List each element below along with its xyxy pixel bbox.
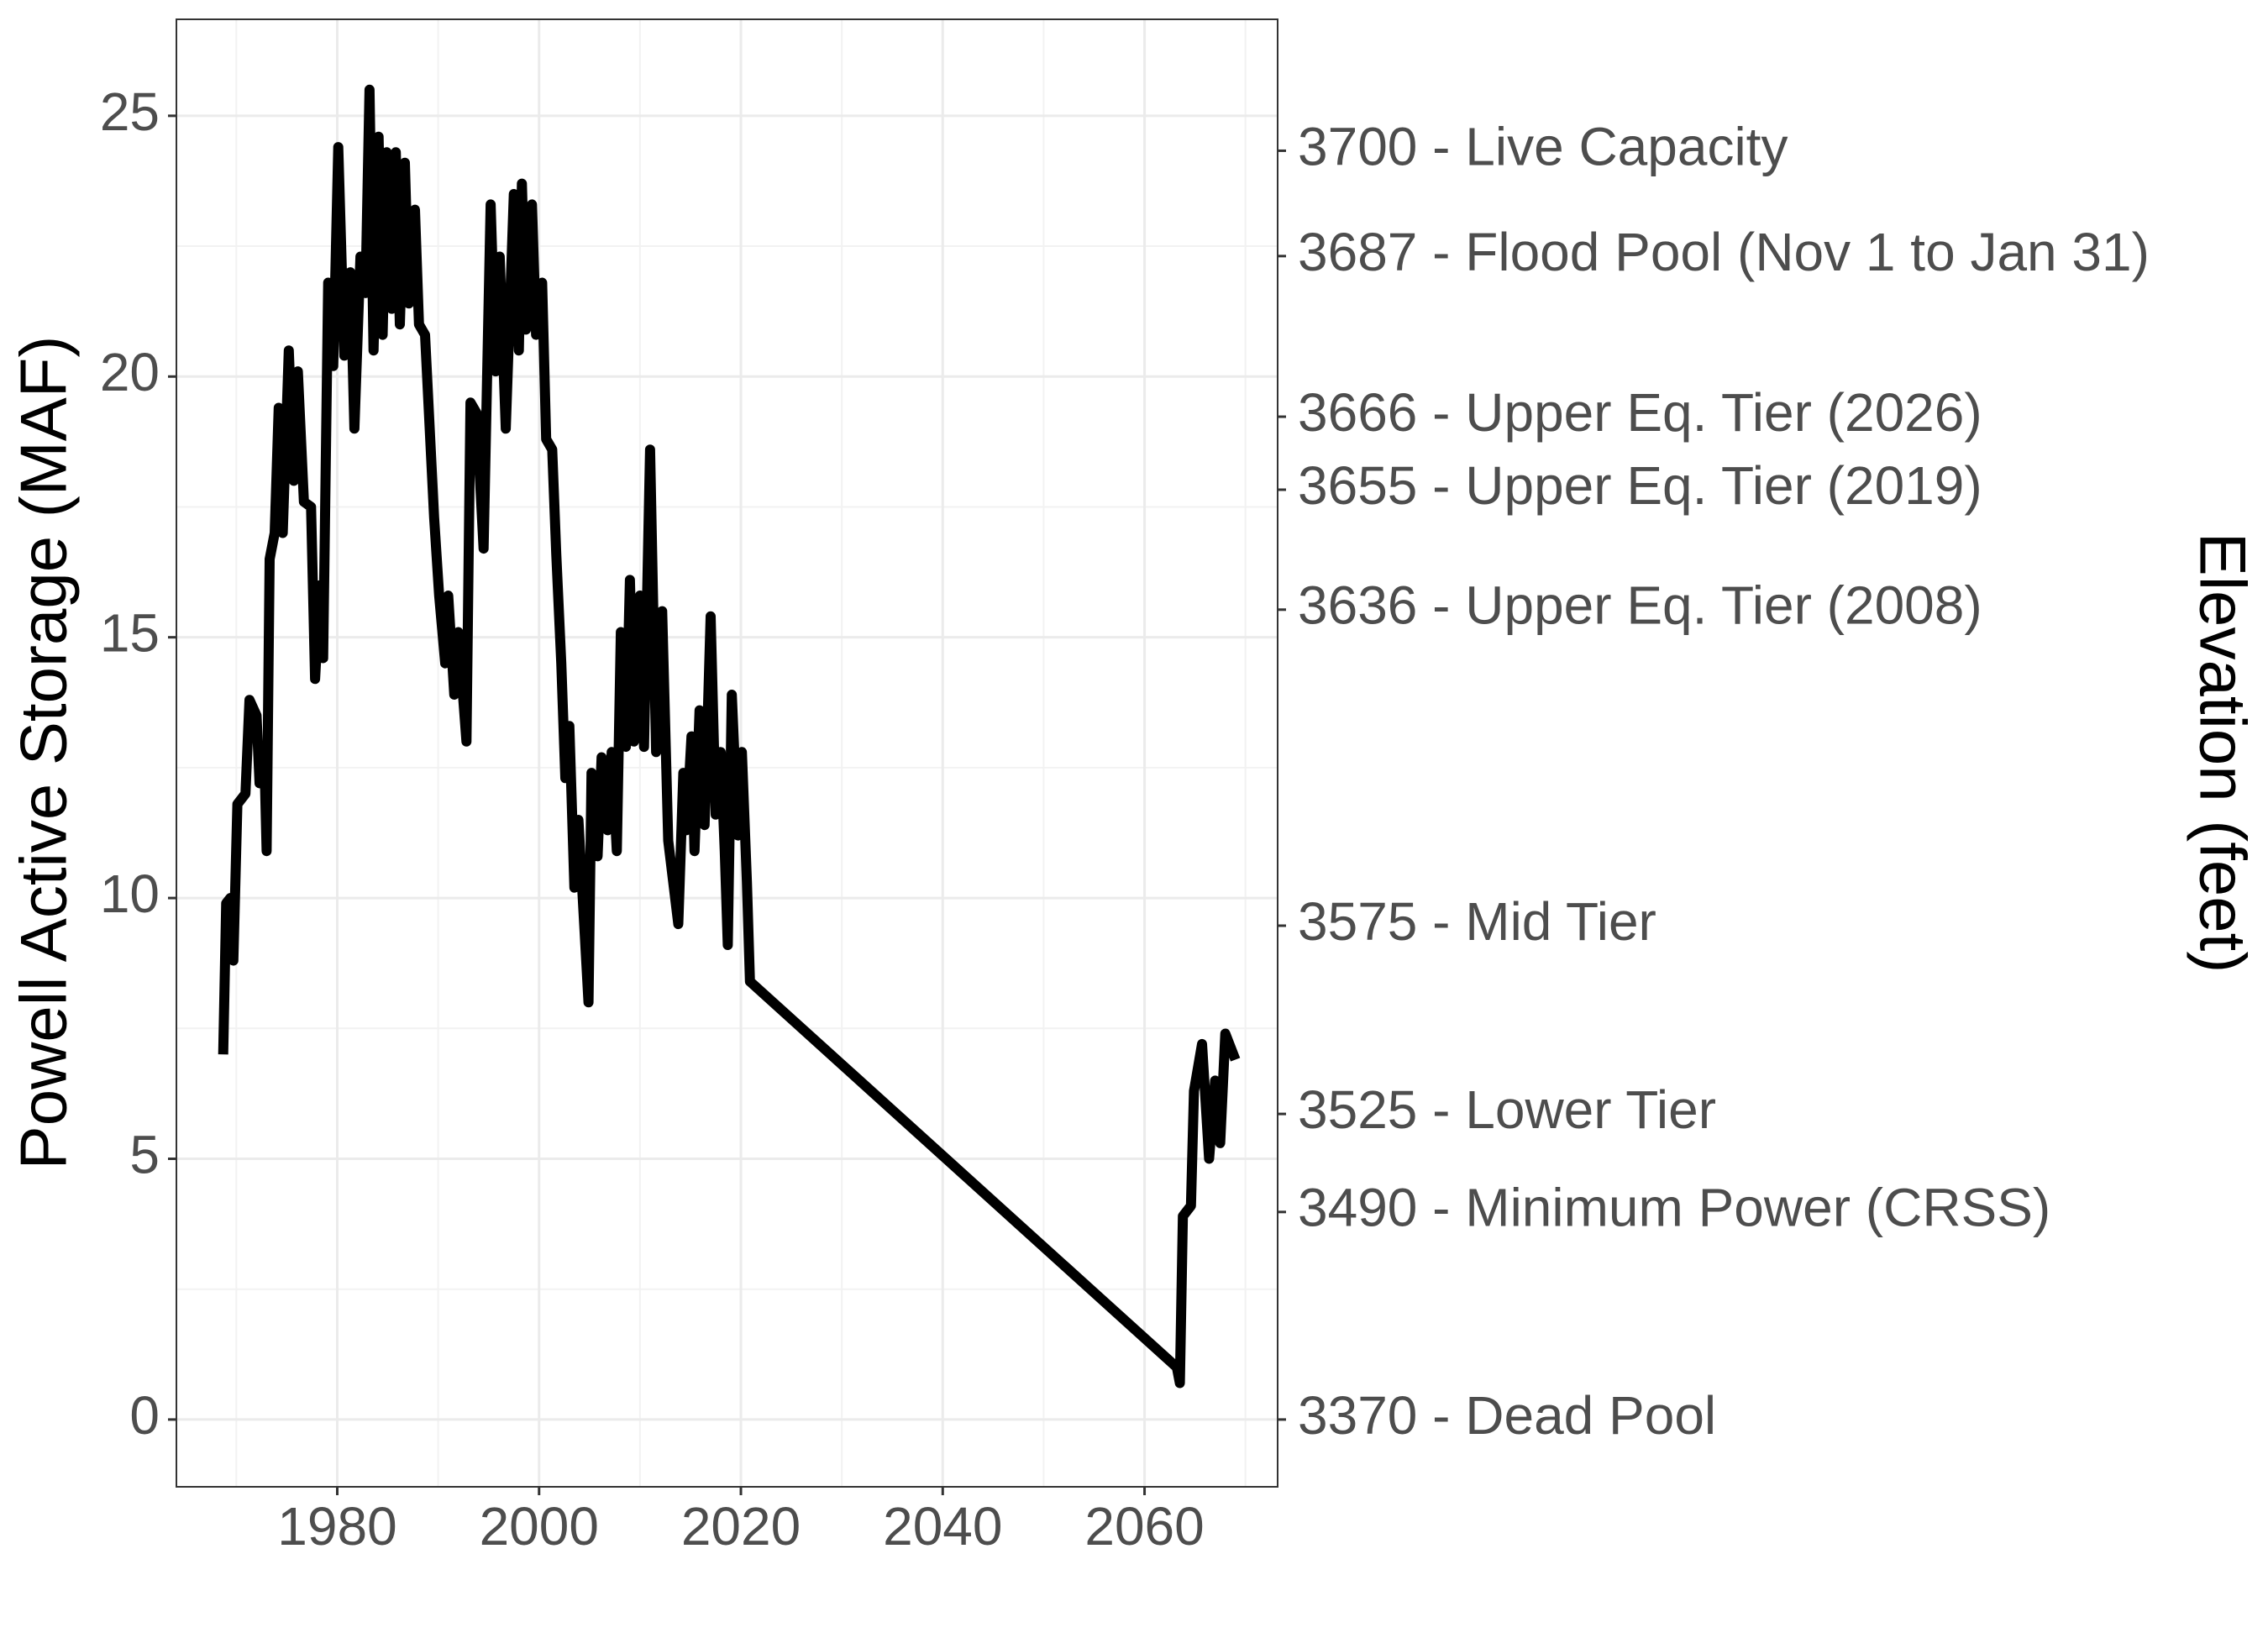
y-tick-label: 25 bbox=[100, 81, 160, 142]
y2-tick-label: 3490 - Minimum Power (CRSS) bbox=[1298, 1178, 2050, 1238]
y2-tick-label: 3636 - Upper Eq. Tier (2008) bbox=[1298, 575, 1982, 636]
data-line bbox=[218, 84, 1241, 1389]
y-axis-title: Powell Active Storage (MAF) bbox=[7, 336, 81, 1170]
y2-tick-label: 3575 - Mid Tier bbox=[1298, 891, 1656, 952]
y2-axis-title: Elevation (feet) bbox=[2186, 533, 2260, 974]
y2-tick-label: 3687 - Flood Pool (Nov 1 to Jan 31) bbox=[1298, 222, 2150, 282]
y-tick-label: 0 bbox=[129, 1385, 160, 1446]
x-tick-label: 2000 bbox=[480, 1496, 599, 1557]
y-tick-label: 20 bbox=[100, 342, 160, 402]
x-tick-label: 2060 bbox=[1084, 1496, 1204, 1557]
x-tick-label: 2020 bbox=[681, 1496, 801, 1557]
x-tick-label: 1980 bbox=[277, 1496, 396, 1557]
y-tick-label: 10 bbox=[100, 864, 160, 924]
x-tick-label: 2040 bbox=[883, 1496, 1002, 1557]
y-tick-label: 15 bbox=[100, 603, 160, 664]
y2-tick-label: 3525 - Lower Tier bbox=[1298, 1079, 1716, 1140]
panel-border bbox=[176, 18, 1278, 1488]
y2-tick-label: 3700 - Live Capacity bbox=[1298, 116, 1788, 176]
y2-tick-label: 3370 - Dead Pool bbox=[1298, 1385, 1716, 1446]
y2-tick-label: 3666 - Upper Eq. Tier (2026) bbox=[1298, 382, 1982, 443]
y-tick-label: 5 bbox=[129, 1124, 160, 1184]
y2-tick-label: 3655 - Upper Eq. Tier (2019) bbox=[1298, 455, 1982, 516]
